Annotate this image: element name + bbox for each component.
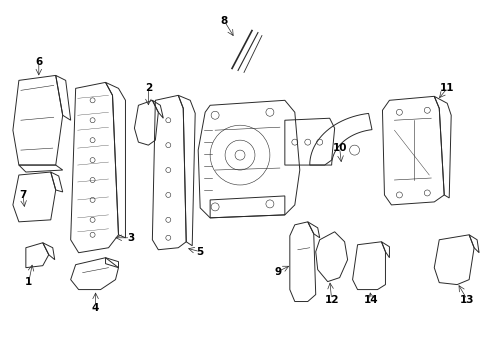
Text: 12: 12 (324, 294, 339, 305)
Text: 7: 7 (19, 190, 26, 200)
Text: 8: 8 (220, 15, 228, 26)
Text: 10: 10 (332, 143, 347, 153)
Text: 5: 5 (196, 247, 204, 257)
Text: 3: 3 (127, 233, 134, 243)
Text: 4: 4 (92, 302, 99, 312)
Text: 2: 2 (145, 84, 152, 93)
Text: 1: 1 (25, 276, 32, 287)
Text: 9: 9 (274, 267, 281, 276)
Text: 13: 13 (460, 294, 474, 305)
Text: 6: 6 (35, 58, 43, 67)
Text: 11: 11 (440, 84, 454, 93)
Text: 14: 14 (364, 294, 379, 305)
